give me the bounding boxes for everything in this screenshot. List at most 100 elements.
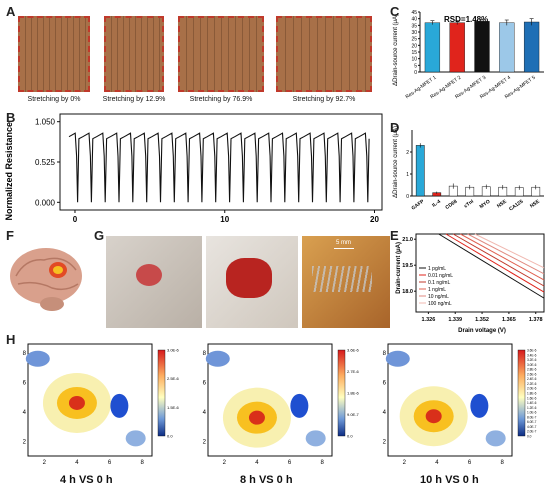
heatmap-0: 2 4 6 8 2 4 6 8 3.0E-6 2.5E-6 1.5E-6 0.0 [23,343,180,466]
heatmap-xtick-label: 4 [255,460,259,466]
c-ytick-label: 10 [411,57,417,63]
c-ytick-label: 40 [411,17,417,23]
heatmap-region-peak [248,410,265,425]
e-xtick-label: 1.352 [475,317,489,323]
heatmap-region-low [205,350,230,367]
heatmap-ytick-label: 8 [203,351,207,357]
heatmap-title-2: 10 h VS 0 h [420,474,479,486]
b-xtick-label: 0 [73,215,78,224]
bar-c-ylabel: ΔDrain-source current (μA) [393,14,399,86]
e-ylabel: Drain-current (μA) [396,242,402,294]
c-ytick-label: 15 [411,50,417,56]
d-ytick-label: 2 [406,150,409,156]
heatmap-colorbar-label: 3.6E-6 [527,349,537,353]
heatmap-1: 2 4 6 8 2 4 6 8 3.6E-6 2.7E-6 1.8E-6 9.0E-7 0.0 [203,343,360,466]
heatmap-region-low [25,350,50,367]
stretch-caption-3: Stretching by 92.7% [292,96,356,103]
heatmap-xtick-label: 6 [468,460,472,466]
heatmap-colorbar-label: 6.0E-7 [527,420,537,424]
scale-bar [334,248,354,249]
heatmap-region-low [125,430,146,447]
heatmap-colorbar [157,349,166,437]
e-xtick-label: 1.339 [448,317,462,323]
heatmap-ytick-label: 6 [383,380,387,386]
b-xtick-label: 10 [220,215,229,224]
heatmap-region-low [110,393,129,418]
b-xtick-label: 20 [370,215,379,224]
c-bar [523,21,540,73]
heatmap-xtick-label: 6 [108,460,112,466]
surgery-photo-3 [302,236,390,328]
heatmap-xtick-label: 2 [223,460,227,466]
heatmap-colorbar-label: 3.0E-6 [527,363,537,367]
panel-letter-e: E [390,228,399,243]
heatmap-colorbar-label: 8.0E-7 [527,415,537,419]
heatmap-region-low [470,393,489,418]
heatmap-region-low [290,393,309,418]
c-ytick-label: 20 [411,43,417,49]
heatmap-xtick-label: 2 [403,460,407,466]
heatmap-ytick-label: 2 [383,439,387,445]
heatmap-xtick-label: 2 [43,460,47,466]
panel-letter-a: A [6,4,16,19]
heatmap-colorbar-label: 4.0E-7 [527,425,537,429]
heatmap-colorbar-label: 1.8E-6 [347,391,360,396]
d-category-label: CD68 [444,199,458,211]
heatmap-ytick-label: 4 [23,410,27,416]
heatmap-region-peak [68,395,85,410]
heatmap-ytick-label: 8 [383,351,387,357]
heatmap-colorbar-label: 2.4E-6 [527,377,537,381]
stretch-caption-2: Stretching by 76.9% [189,96,253,103]
e-xlabel: Drain voltage (V) [458,328,506,334]
heatmap-ytick-label: 2 [203,439,207,445]
heatmap-colorbar-label: 3.2E-6 [527,358,537,362]
heatmap-ytick-label: 6 [23,380,27,386]
panel-letter-g: G [94,228,105,243]
heatmap-title-1: 8 h VS 0 h [240,474,293,486]
resistance-series-line [68,132,370,203]
panel-letter-c: C [390,4,400,19]
e-legend-label: 0.1 ng/mL [428,280,450,286]
heatmap-colorbar-label: 1.2E-6 [527,406,537,410]
stretch-photo-1 [104,16,164,92]
rsd-annotation: RSD=1.48% [444,15,488,24]
scale-bar-label: 5 mm [336,240,351,246]
d-category-label: NSE [529,198,541,209]
heatmap-colorbar-label: 0.0 [167,434,173,439]
c-ytick-label: 45 [411,10,417,16]
panel-letter-d: D [390,120,400,135]
d-category-label: NSE [496,198,508,209]
drain-source-bar-chart: ΔDrain-source current (μA) RSD=1.48% 051… [393,10,544,100]
c-bar [499,22,515,73]
c-bar [449,22,465,73]
e-series-line [452,233,545,287]
e-legend-label: 10 ng/mL [428,294,449,300]
heatmap-region-low [305,430,326,447]
e-legend-label: 100 ng/mL [428,301,452,307]
heatmap-xtick-label: 8 [321,460,325,466]
drain-current-chart: Drain-current (μA) Drain voltage (V) 1.3… [396,233,545,334]
heatmap-colorbar [337,349,346,437]
brain-illustration [10,248,82,311]
c-ytick-label: 0 [414,70,417,76]
heatmap-region-low [485,430,506,447]
d-category-label: IL-4 [431,199,442,209]
d-category-label: MYO [479,199,492,211]
heatmap-xtick-label: 8 [141,460,145,466]
heatmap-colorbar-label: 9.0E-7 [347,412,360,417]
heatmap-colorbar [517,349,526,437]
heatmap-xtick-label: 6 [288,460,292,466]
b-ytick-label: 0.000 [35,198,56,207]
resistance-chart: Normalized Resistance 1.050 0.525 0.000 0 1… [4,113,383,224]
resistance-ylabel: Normalized Resistance [4,122,14,221]
heatmap-title-0: 4 h VS 0 h [60,474,113,486]
heatmap-colorbar-label: 1.6E-6 [527,396,537,400]
heatmap-2: 2 4 6 824683.6E-63.4E-63.2E-63.0E-62.8E-62.… [383,343,537,466]
stretch-caption-0: Stretching by 0% [27,96,81,103]
d-category-label: GAFP [411,198,426,211]
heatmap-colorbar-label: 2.7E-6 [347,369,360,374]
e-series-line [445,233,545,293]
heatmap-colorbar-label: 2.8E-6 [527,368,537,372]
heatmap-region-peak [425,409,442,424]
c-ytick-label: 25 [411,37,417,43]
